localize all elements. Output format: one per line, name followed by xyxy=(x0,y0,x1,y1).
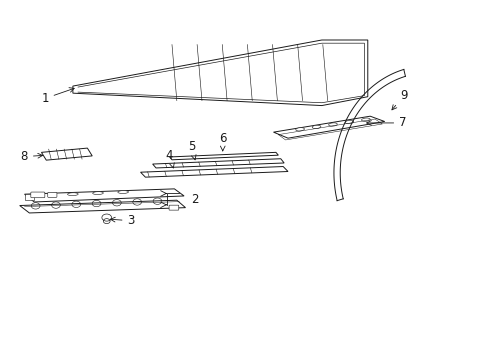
Polygon shape xyxy=(152,159,284,168)
Text: 5: 5 xyxy=(187,140,196,160)
Text: 8: 8 xyxy=(20,150,42,163)
Polygon shape xyxy=(24,189,183,202)
Ellipse shape xyxy=(345,121,353,124)
Polygon shape xyxy=(24,194,34,200)
Polygon shape xyxy=(169,152,278,160)
FancyBboxPatch shape xyxy=(169,205,179,210)
Ellipse shape xyxy=(67,193,78,195)
Text: 6: 6 xyxy=(219,131,226,151)
Ellipse shape xyxy=(361,118,369,121)
Ellipse shape xyxy=(118,191,128,193)
Text: 4: 4 xyxy=(165,149,174,168)
Polygon shape xyxy=(273,116,384,138)
Text: 7: 7 xyxy=(366,116,406,130)
Text: 9: 9 xyxy=(391,89,407,110)
Text: 3: 3 xyxy=(110,214,135,227)
Ellipse shape xyxy=(295,128,304,131)
FancyBboxPatch shape xyxy=(31,192,45,198)
Ellipse shape xyxy=(93,192,103,194)
Polygon shape xyxy=(73,40,367,105)
Ellipse shape xyxy=(328,123,337,126)
Text: 2: 2 xyxy=(191,193,199,206)
Ellipse shape xyxy=(311,125,320,129)
Polygon shape xyxy=(20,200,185,213)
Polygon shape xyxy=(140,167,287,177)
Text: 1: 1 xyxy=(41,88,74,105)
Polygon shape xyxy=(41,148,92,160)
FancyBboxPatch shape xyxy=(48,192,57,197)
